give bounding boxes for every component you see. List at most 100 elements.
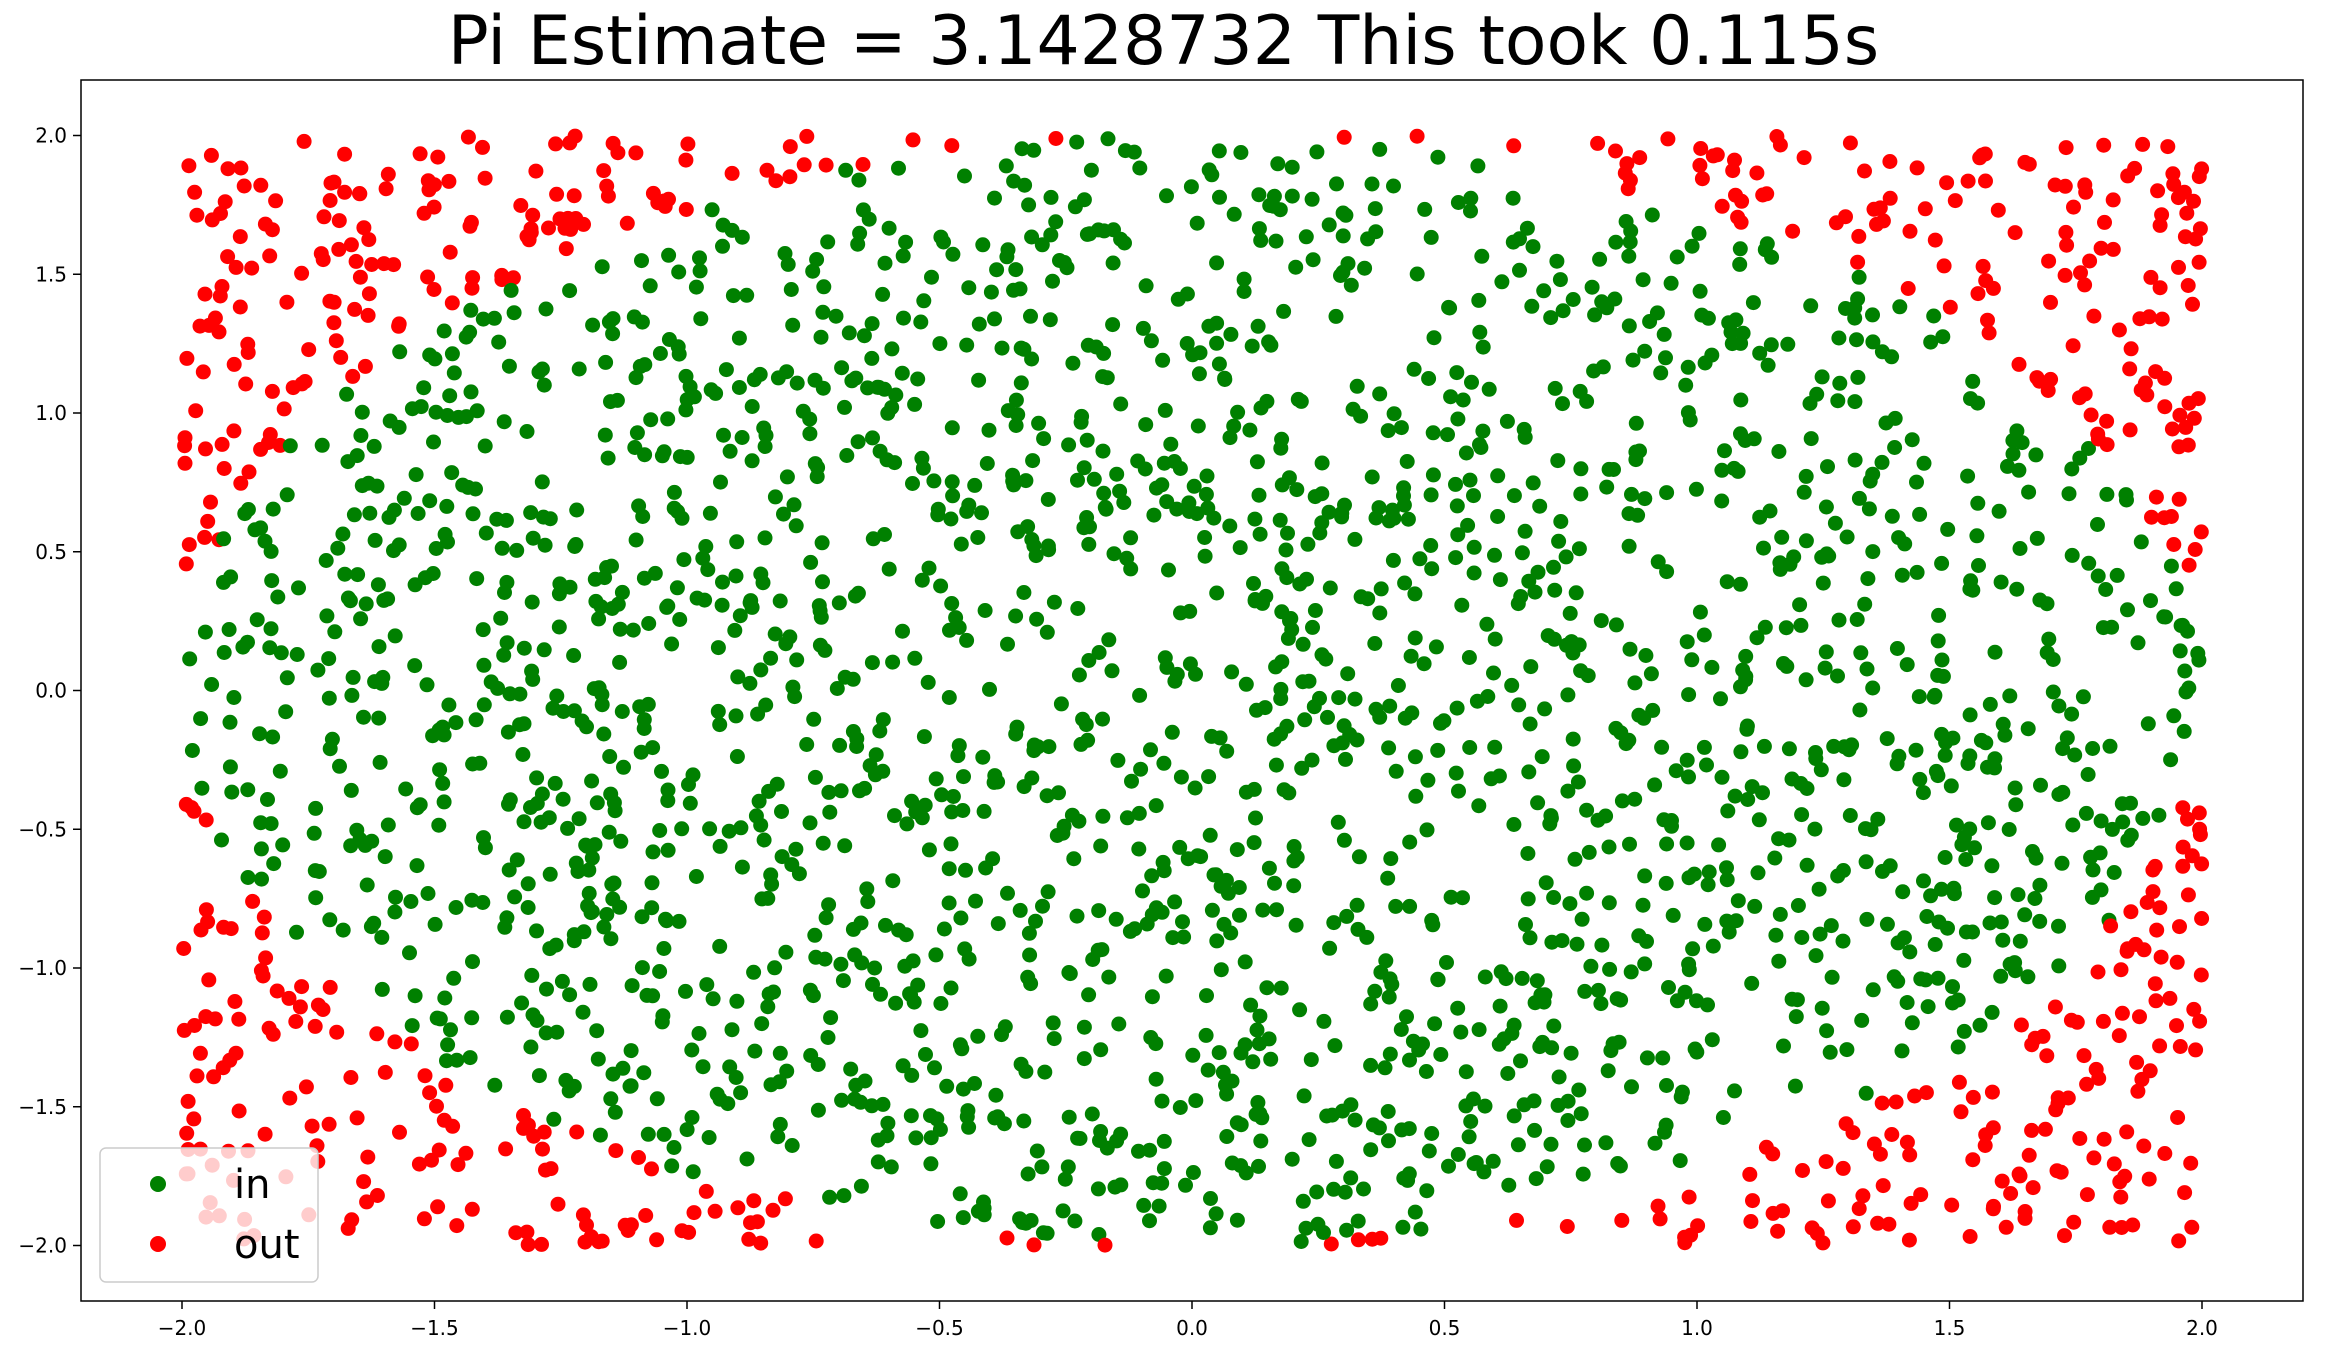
- point-in: [571, 361, 587, 377]
- point-in: [1286, 878, 1302, 894]
- point-in: [839, 448, 855, 463]
- point-in: [1450, 195, 1466, 210]
- point-out: [323, 175, 339, 191]
- point-out: [698, 1183, 714, 1199]
- point-in: [597, 427, 613, 443]
- point-in: [1148, 1071, 1164, 1087]
- point-in: [953, 910, 969, 926]
- point-in: [1732, 241, 1748, 257]
- point-in: [734, 859, 750, 875]
- point-in: [1850, 369, 1866, 385]
- point-in: [2099, 486, 2115, 502]
- point-in: [398, 781, 414, 797]
- point-out: [549, 186, 565, 202]
- point-in: [321, 651, 337, 667]
- point-in: [584, 850, 600, 866]
- point-in: [1209, 335, 1225, 351]
- point-in: [2051, 918, 2066, 934]
- point-in: [2176, 723, 2192, 739]
- point-in: [1139, 916, 1155, 932]
- point-out: [347, 301, 363, 317]
- point-in: [1010, 407, 1026, 423]
- point-in: [734, 430, 750, 445]
- point-out: [765, 1202, 781, 1218]
- point-in: [1364, 176, 1380, 192]
- point-out: [245, 893, 261, 909]
- point-out: [356, 1174, 372, 1190]
- point-in: [1575, 1166, 1591, 1182]
- point-in: [1107, 1179, 1123, 1195]
- point-in: [695, 1059, 711, 1075]
- point-in: [1108, 911, 1124, 927]
- point-in: [469, 403, 485, 419]
- point-in: [853, 1094, 869, 1110]
- point-in: [380, 817, 396, 833]
- point-in: [1542, 816, 1558, 832]
- point-in: [2123, 795, 2138, 811]
- point-in: [2133, 534, 2149, 550]
- point-in: [410, 506, 426, 521]
- point-in: [1520, 846, 1536, 861]
- point-out: [1692, 157, 1708, 173]
- point-in: [1034, 237, 1050, 253]
- point-out: [2007, 225, 2023, 241]
- point-in: [1052, 253, 1067, 268]
- point-in: [221, 622, 237, 637]
- point-in: [437, 990, 453, 1006]
- point-out: [441, 173, 457, 189]
- point-out: [1872, 200, 1888, 216]
- point-in: [1768, 927, 1784, 943]
- point-in: [695, 550, 711, 566]
- point-in: [1534, 749, 1550, 765]
- point-in: [429, 1010, 445, 1026]
- point-in: [1202, 827, 1218, 843]
- point-in: [2002, 688, 2018, 704]
- point-in: [2080, 767, 2096, 782]
- point-in: [1423, 229, 1439, 245]
- point-in: [698, 539, 714, 554]
- point-in: [1532, 498, 1548, 514]
- point-in: [1762, 503, 1778, 519]
- point-in: [1000, 242, 1016, 258]
- point-out: [1980, 312, 1995, 328]
- point-in: [1984, 858, 2000, 874]
- point-in: [1265, 198, 1281, 214]
- point-in: [1678, 377, 1694, 393]
- point-out: [557, 220, 573, 236]
- point-out: [2123, 341, 2139, 357]
- point-in: [1655, 1050, 1671, 1066]
- point-in: [1593, 613, 1609, 629]
- point-in: [843, 1061, 859, 1077]
- point-in: [1095, 711, 1110, 727]
- point-in: [443, 1022, 458, 1038]
- point-in: [266, 856, 282, 872]
- point-in: [1024, 229, 1040, 245]
- point-in: [2028, 447, 2044, 463]
- point-in: [1008, 392, 1024, 408]
- point-out: [212, 288, 228, 304]
- point-in: [585, 317, 601, 333]
- point-in: [1686, 866, 1702, 882]
- point-out: [1608, 143, 1623, 159]
- point-in: [1904, 1015, 1920, 1031]
- point-in: [439, 498, 455, 514]
- point-in: [1288, 259, 1304, 275]
- point-in: [523, 505, 539, 521]
- point-in: [2083, 849, 2099, 865]
- point-out: [768, 173, 784, 189]
- point-in: [918, 1047, 933, 1062]
- point-in: [1978, 735, 1994, 751]
- point-in: [1684, 238, 1700, 254]
- point-in: [1916, 873, 1931, 889]
- point-in: [867, 960, 883, 976]
- point-in: [1967, 840, 1982, 856]
- point-in: [913, 1023, 929, 1039]
- point-in: [604, 558, 619, 574]
- point-out: [567, 128, 583, 144]
- point-in: [562, 579, 578, 595]
- point-in: [235, 639, 251, 655]
- point-in: [950, 748, 966, 764]
- point-in: [387, 628, 403, 644]
- point-in: [581, 862, 597, 878]
- point-in: [1316, 1013, 1332, 1029]
